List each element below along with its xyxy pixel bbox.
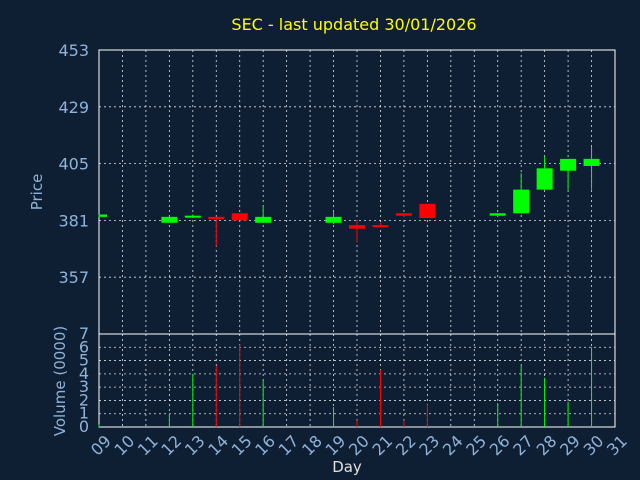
candles — [98, 147, 600, 247]
price-tick-label: 405 — [58, 155, 89, 174]
candle-body — [419, 203, 436, 219]
candle-body — [208, 216, 225, 220]
candle-body — [536, 168, 553, 190]
volume-tick-label: 0 — [79, 417, 89, 436]
price-tick-label: 453 — [58, 41, 89, 60]
price-grid — [99, 50, 615, 334]
candle-body — [395, 213, 412, 216]
x-tick-label: 31 — [603, 431, 631, 459]
candle-body — [372, 225, 389, 228]
volume-tick-label: 6 — [79, 337, 89, 356]
volume-tick-label: 3 — [79, 377, 89, 396]
volume-tick-label: 7 — [79, 324, 89, 343]
candle-body — [255, 216, 272, 223]
price-panel: 357 381 405 429 453 — [58, 41, 616, 335]
candle-body — [325, 216, 342, 223]
price-y-ticks: 357 381 405 429 453 — [58, 41, 89, 287]
candle-body — [231, 213, 248, 221]
price-axis-label: Price — [28, 174, 46, 211]
candle-body — [184, 215, 201, 218]
volume-grid — [99, 334, 615, 427]
candle-body — [513, 189, 530, 214]
x-axis-label: Day — [332, 458, 362, 476]
candle-body — [349, 225, 365, 229]
candle-body — [583, 158, 600, 166]
chart-title: SEC - last updated 30/01/2026 — [231, 15, 476, 34]
volume-tick-label: 1 — [79, 404, 89, 423]
volume-tick-label: 2 — [79, 390, 89, 409]
price-tick-label: 429 — [58, 98, 89, 117]
price-tick-label: 381 — [58, 211, 89, 230]
candle-body — [560, 158, 577, 171]
price-tick-label: 357 — [58, 268, 89, 287]
volume-bars — [98, 344, 593, 427]
volume-axis-label: Volume (0000) — [51, 326, 69, 436]
volume-tick-label: 4 — [79, 364, 89, 383]
volume-tick-label: 5 — [79, 351, 89, 370]
candle-body — [161, 216, 178, 223]
candle-body — [99, 214, 107, 217]
x-ticks: 0910111213141516171819202122232425262728… — [87, 431, 631, 459]
candle-body — [489, 213, 506, 216]
